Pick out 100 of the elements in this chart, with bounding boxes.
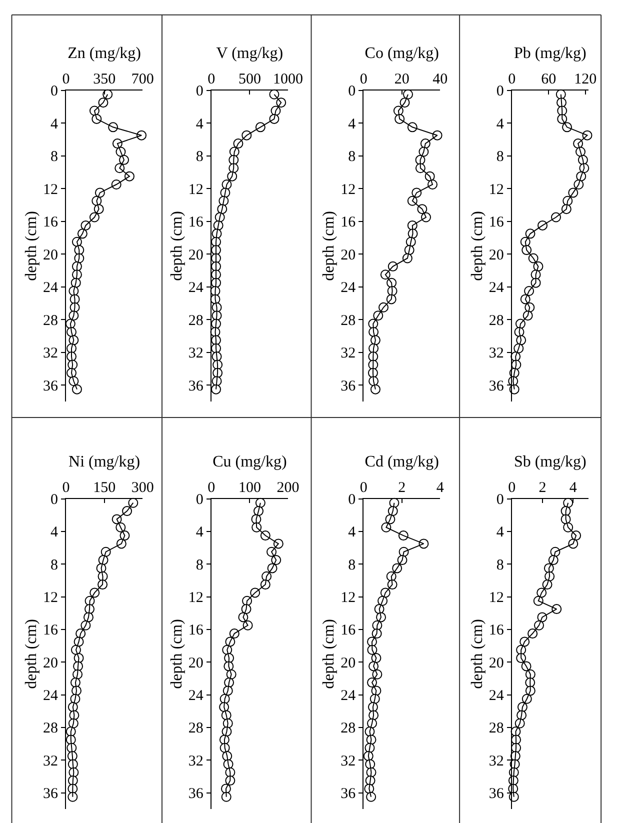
y-tick-label: 32 <box>188 346 204 362</box>
y-tick-label: 8 <box>496 557 504 574</box>
y-tick-label: 12 <box>43 182 58 198</box>
x-tick-label: 0 <box>62 71 70 88</box>
x-tick-label: 0 <box>508 480 516 496</box>
x-tick-label: 40 <box>432 71 448 88</box>
x-axis-title: Pb (mg/kg) <box>514 45 586 62</box>
y-tick-label: 0 <box>50 492 58 508</box>
x-tick-label: 60 <box>541 71 556 88</box>
y-tick-label: 16 <box>188 622 204 639</box>
y-tick-label: 0 <box>496 492 504 508</box>
y-tick-label: 0 <box>348 492 356 508</box>
y-axis-title: depth (cm) <box>22 619 40 689</box>
x-axis-title: Sb (mg/kg) <box>514 454 586 471</box>
y-axis-title: depth (cm) <box>320 619 338 689</box>
x-tick-label: 500 <box>238 71 261 88</box>
y-tick-label: 28 <box>188 720 204 737</box>
x-tick-label: 1000 <box>272 71 303 88</box>
y-tick-label: 24 <box>488 280 504 296</box>
y-tick-label: 16 <box>340 622 356 639</box>
x-tick-label: 0 <box>360 480 368 496</box>
y-tick-label: 16 <box>488 214 504 231</box>
x-tick-label: 4 <box>569 480 578 496</box>
y-tick-label: 28 <box>43 312 58 329</box>
x-tick-label: 120 <box>574 71 597 88</box>
y-tick-label: 32 <box>43 346 58 362</box>
y-tick-label: 24 <box>188 688 204 704</box>
y-tick-label: 8 <box>496 149 504 166</box>
y-tick-label: 36 <box>488 378 504 394</box>
y-tick-label: 4 <box>496 116 504 132</box>
y-tick-label: 16 <box>43 622 59 639</box>
x-tick-label: 4 <box>436 480 444 496</box>
x-tick-label: 0 <box>208 480 216 496</box>
y-tick-label: 12 <box>488 182 504 198</box>
y-tick-label: 12 <box>340 590 356 606</box>
y-tick-label: 8 <box>348 149 356 166</box>
y-axis-title: depth (cm) <box>168 211 186 281</box>
y-tick-label: 8 <box>348 557 356 574</box>
y-tick-label: 28 <box>43 720 58 737</box>
x-axis-title: Cu (mg/kg) <box>212 454 287 471</box>
y-tick-label: 28 <box>340 312 356 329</box>
x-tick-label: 2 <box>398 480 406 496</box>
y-axis-title: depth (cm) <box>468 211 486 281</box>
y-tick-label: 20 <box>488 655 504 672</box>
y-tick-label: 20 <box>488 247 504 264</box>
x-tick-label: 350 <box>93 71 116 88</box>
y-tick-label: 32 <box>340 346 356 362</box>
y-tick-label: 20 <box>340 247 356 264</box>
y-tick-label: 32 <box>488 753 504 770</box>
x-axis-title: Zn (mg/kg) <box>68 45 141 62</box>
x-tick-label: 0 <box>208 71 216 88</box>
y-tick-label: 16 <box>188 214 204 231</box>
y-tick-label: 28 <box>188 312 204 329</box>
y-tick-label: 0 <box>496 84 504 100</box>
x-axis-title: Co (mg/kg) <box>364 45 439 62</box>
y-tick-label: 20 <box>188 247 204 264</box>
y-tick-label: 36 <box>340 786 356 802</box>
x-axis-title: Ni (mg/kg) <box>68 454 140 471</box>
y-tick-label: 36 <box>488 786 504 802</box>
y-tick-label: 0 <box>50 84 58 100</box>
y-tick-label: 36 <box>340 378 356 394</box>
x-tick-label: 0 <box>360 71 368 88</box>
y-axis-title: depth (cm) <box>22 211 40 281</box>
y-tick-label: 16 <box>488 622 504 639</box>
y-tick-label: 20 <box>340 655 356 672</box>
y-axis-title: depth (cm) <box>168 619 186 689</box>
y-axis-title: depth (cm) <box>468 619 486 689</box>
y-tick-label: 4 <box>196 116 204 132</box>
x-tick-label: 0 <box>508 71 516 88</box>
x-tick-label: 700 <box>131 71 154 88</box>
x-axis-title: V (mg/kg) <box>216 45 284 62</box>
y-tick-label: 36 <box>188 378 204 394</box>
y-tick-label: 28 <box>488 720 504 737</box>
y-tick-label: 16 <box>340 214 356 231</box>
x-axis-title: Cd (mg/kg) <box>364 454 439 471</box>
x-tick-label: 300 <box>131 480 154 496</box>
y-tick-label: 20 <box>188 655 204 672</box>
y-tick-label: 24 <box>488 688 504 704</box>
y-tick-label: 0 <box>196 492 204 508</box>
x-tick-label: 150 <box>93 480 116 496</box>
x-tick-label: 20 <box>394 71 410 88</box>
y-tick-label: 20 <box>43 247 58 264</box>
y-tick-label: 4 <box>196 524 204 541</box>
y-tick-label: 24 <box>43 280 59 296</box>
y-tick-label: 36 <box>43 378 59 394</box>
y-tick-label: 4 <box>496 524 504 541</box>
y-tick-label: 28 <box>340 720 356 737</box>
y-tick-label: 12 <box>340 182 356 198</box>
y-axis-title: depth (cm) <box>320 211 338 281</box>
y-tick-label: 4 <box>50 116 59 132</box>
y-tick-label: 0 <box>196 84 204 100</box>
y-tick-label: 24 <box>340 688 356 704</box>
y-tick-label: 8 <box>196 557 204 574</box>
y-tick-label: 12 <box>188 590 204 606</box>
y-tick-label: 8 <box>50 557 58 574</box>
x-tick-label: 0 <box>62 480 70 496</box>
y-tick-label: 24 <box>43 688 59 704</box>
y-tick-label: 8 <box>50 149 58 166</box>
y-tick-label: 32 <box>488 346 504 362</box>
y-tick-label: 24 <box>340 280 356 296</box>
